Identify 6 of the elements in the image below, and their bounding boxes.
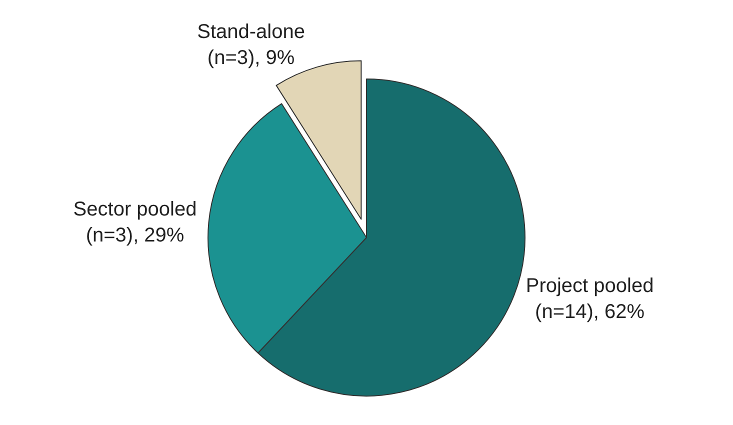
- slice-label: Stand-alone: [197, 20, 305, 43]
- data-label: (n=14), 62%: [535, 301, 645, 324]
- data-label: (n=3), 29%: [86, 224, 184, 246]
- slice-label: Project pooled: [526, 275, 654, 298]
- data-label: (n=3), 9%: [207, 46, 295, 69]
- slice-label: Sector pooled: [73, 198, 197, 220]
